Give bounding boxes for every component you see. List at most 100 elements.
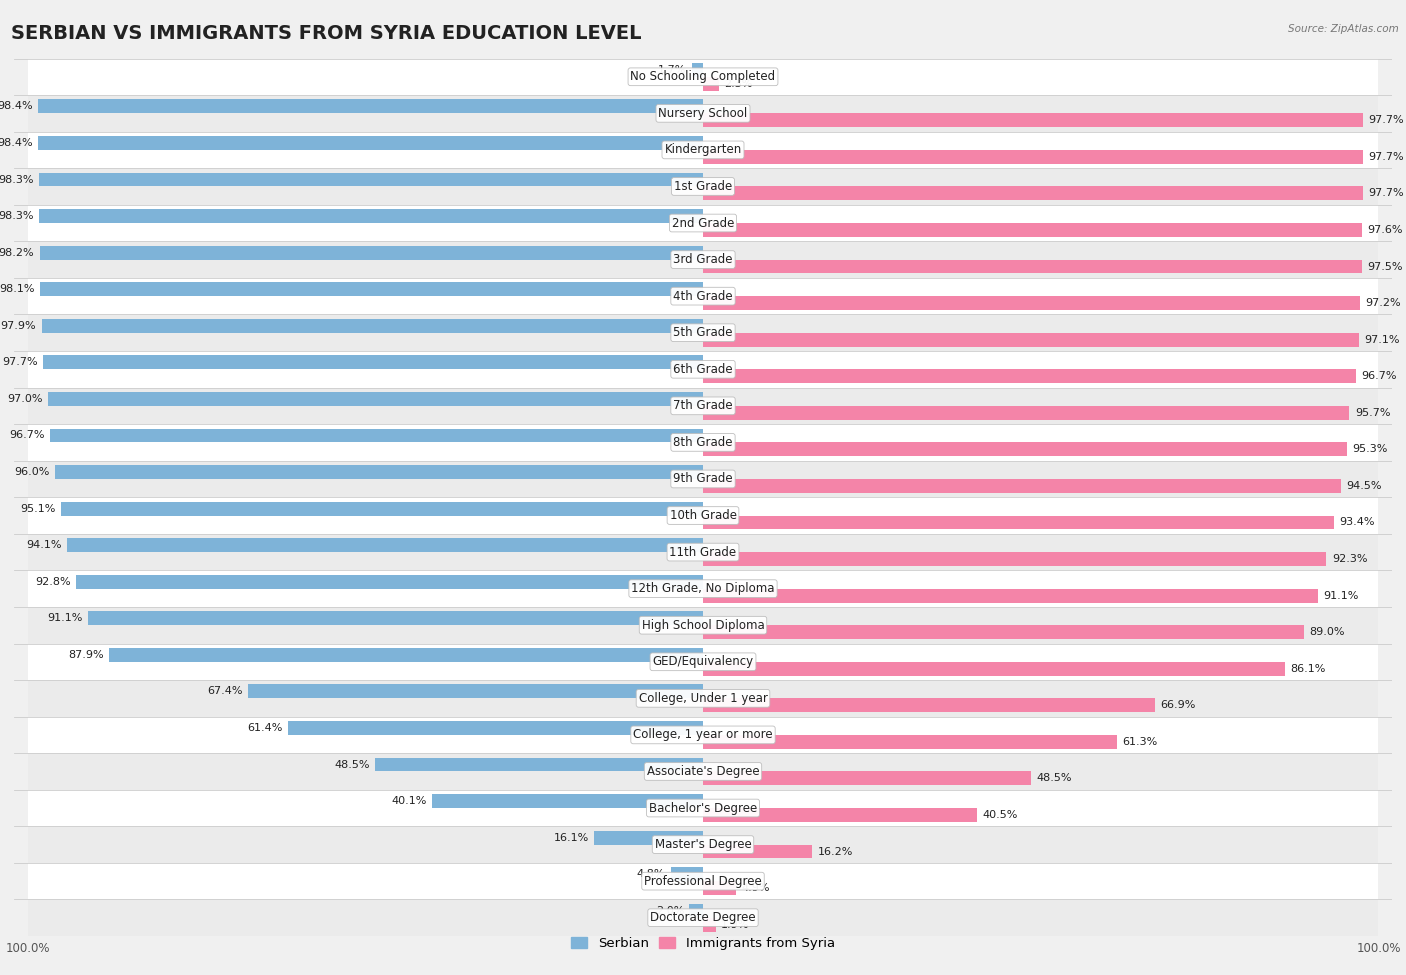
Text: Kindergarten: Kindergarten (665, 143, 741, 156)
Bar (703, 844, 813, 858)
Text: 98.2%: 98.2% (0, 248, 34, 257)
Text: 89.0%: 89.0% (1309, 627, 1346, 638)
Text: 91.1%: 91.1% (46, 613, 83, 623)
Text: 12th Grade, No Diploma: 12th Grade, No Diploma (631, 582, 775, 595)
Text: 97.9%: 97.9% (1, 321, 37, 331)
Bar (703, 77, 718, 91)
Bar (247, 684, 703, 698)
Text: 1st Grade: 1st Grade (673, 180, 733, 193)
Bar (110, 647, 703, 662)
Bar (28, 168, 1378, 205)
Bar (432, 794, 703, 808)
Bar (48, 392, 703, 406)
Text: 2.3%: 2.3% (724, 79, 752, 89)
Bar (28, 606, 1378, 644)
Text: 87.9%: 87.9% (69, 649, 104, 660)
Bar (703, 370, 1357, 383)
Text: 48.5%: 48.5% (335, 760, 370, 769)
Text: 61.4%: 61.4% (247, 722, 283, 733)
Text: Nursery School: Nursery School (658, 107, 748, 120)
Text: 4.8%: 4.8% (637, 869, 665, 879)
Bar (703, 552, 1326, 565)
Bar (28, 717, 1378, 753)
Text: 40.1%: 40.1% (391, 796, 427, 806)
Text: 86.1%: 86.1% (1289, 664, 1326, 674)
Text: 2.0%: 2.0% (655, 906, 685, 916)
Bar (39, 210, 703, 223)
Bar (703, 625, 1305, 640)
Text: 97.2%: 97.2% (1365, 298, 1400, 308)
Text: 16.2%: 16.2% (818, 846, 853, 857)
Bar (28, 132, 1378, 168)
Bar (41, 283, 703, 296)
Text: 98.3%: 98.3% (0, 175, 34, 184)
Bar (703, 443, 1347, 456)
Text: 1.7%: 1.7% (658, 64, 686, 75)
Bar (28, 205, 1378, 242)
Bar (28, 314, 1378, 351)
Bar (703, 223, 1362, 237)
Text: 11th Grade: 11th Grade (669, 546, 737, 559)
Text: 7th Grade: 7th Grade (673, 400, 733, 412)
Bar (28, 424, 1378, 461)
Text: High School Diploma: High School Diploma (641, 619, 765, 632)
Text: 94.5%: 94.5% (1347, 481, 1382, 491)
Text: College, 1 year or more: College, 1 year or more (633, 728, 773, 741)
Bar (28, 753, 1378, 790)
Bar (28, 863, 1378, 899)
Text: 96.7%: 96.7% (8, 430, 45, 441)
Bar (60, 501, 703, 516)
Text: 98.3%: 98.3% (0, 211, 34, 221)
Text: 92.8%: 92.8% (35, 576, 70, 587)
Bar (28, 58, 1378, 96)
Bar (28, 899, 1378, 936)
Bar (28, 826, 1378, 863)
Text: Source: ZipAtlas.com: Source: ZipAtlas.com (1288, 24, 1399, 34)
Bar (703, 296, 1360, 310)
Bar (67, 538, 703, 552)
Text: 94.1%: 94.1% (27, 540, 62, 550)
Text: 16.1%: 16.1% (554, 833, 589, 842)
Bar (28, 387, 1378, 424)
Bar (703, 186, 1362, 201)
Bar (44, 355, 703, 370)
Bar (703, 735, 1116, 749)
Bar (28, 96, 1378, 132)
Text: 91.1%: 91.1% (1323, 591, 1360, 601)
Text: 1.9%: 1.9% (721, 919, 749, 930)
Text: 97.5%: 97.5% (1367, 261, 1402, 272)
Bar (703, 406, 1350, 419)
Text: 6th Grade: 6th Grade (673, 363, 733, 375)
Bar (28, 461, 1378, 497)
Bar (689, 904, 703, 917)
Text: 66.9%: 66.9% (1160, 700, 1195, 711)
Text: 8th Grade: 8th Grade (673, 436, 733, 448)
Text: Associate's Degree: Associate's Degree (647, 765, 759, 778)
Text: 95.3%: 95.3% (1353, 445, 1388, 454)
Bar (703, 662, 1285, 676)
Bar (28, 681, 1378, 717)
Text: 4.9%: 4.9% (741, 883, 770, 893)
Text: 61.3%: 61.3% (1122, 737, 1157, 747)
Text: 3rd Grade: 3rd Grade (673, 254, 733, 266)
Bar (42, 319, 703, 332)
Text: 2nd Grade: 2nd Grade (672, 216, 734, 229)
Text: College, Under 1 year: College, Under 1 year (638, 692, 768, 705)
Text: SERBIAN VS IMMIGRANTS FROM SYRIA EDUCATION LEVEL: SERBIAN VS IMMIGRANTS FROM SYRIA EDUCATI… (11, 24, 641, 43)
Bar (28, 533, 1378, 570)
Text: Master's Degree: Master's Degree (655, 838, 751, 851)
Text: 97.1%: 97.1% (1364, 334, 1400, 345)
Text: 9th Grade: 9th Grade (673, 473, 733, 486)
Bar (671, 868, 703, 881)
Bar (39, 173, 703, 186)
Text: 96.0%: 96.0% (14, 467, 49, 477)
Text: 67.4%: 67.4% (207, 686, 242, 696)
Bar (703, 771, 1031, 786)
Bar (49, 428, 703, 443)
Bar (39, 246, 703, 259)
Bar (55, 465, 703, 479)
Bar (28, 644, 1378, 681)
Bar (703, 808, 977, 822)
Bar (703, 332, 1358, 346)
Bar (28, 351, 1378, 387)
